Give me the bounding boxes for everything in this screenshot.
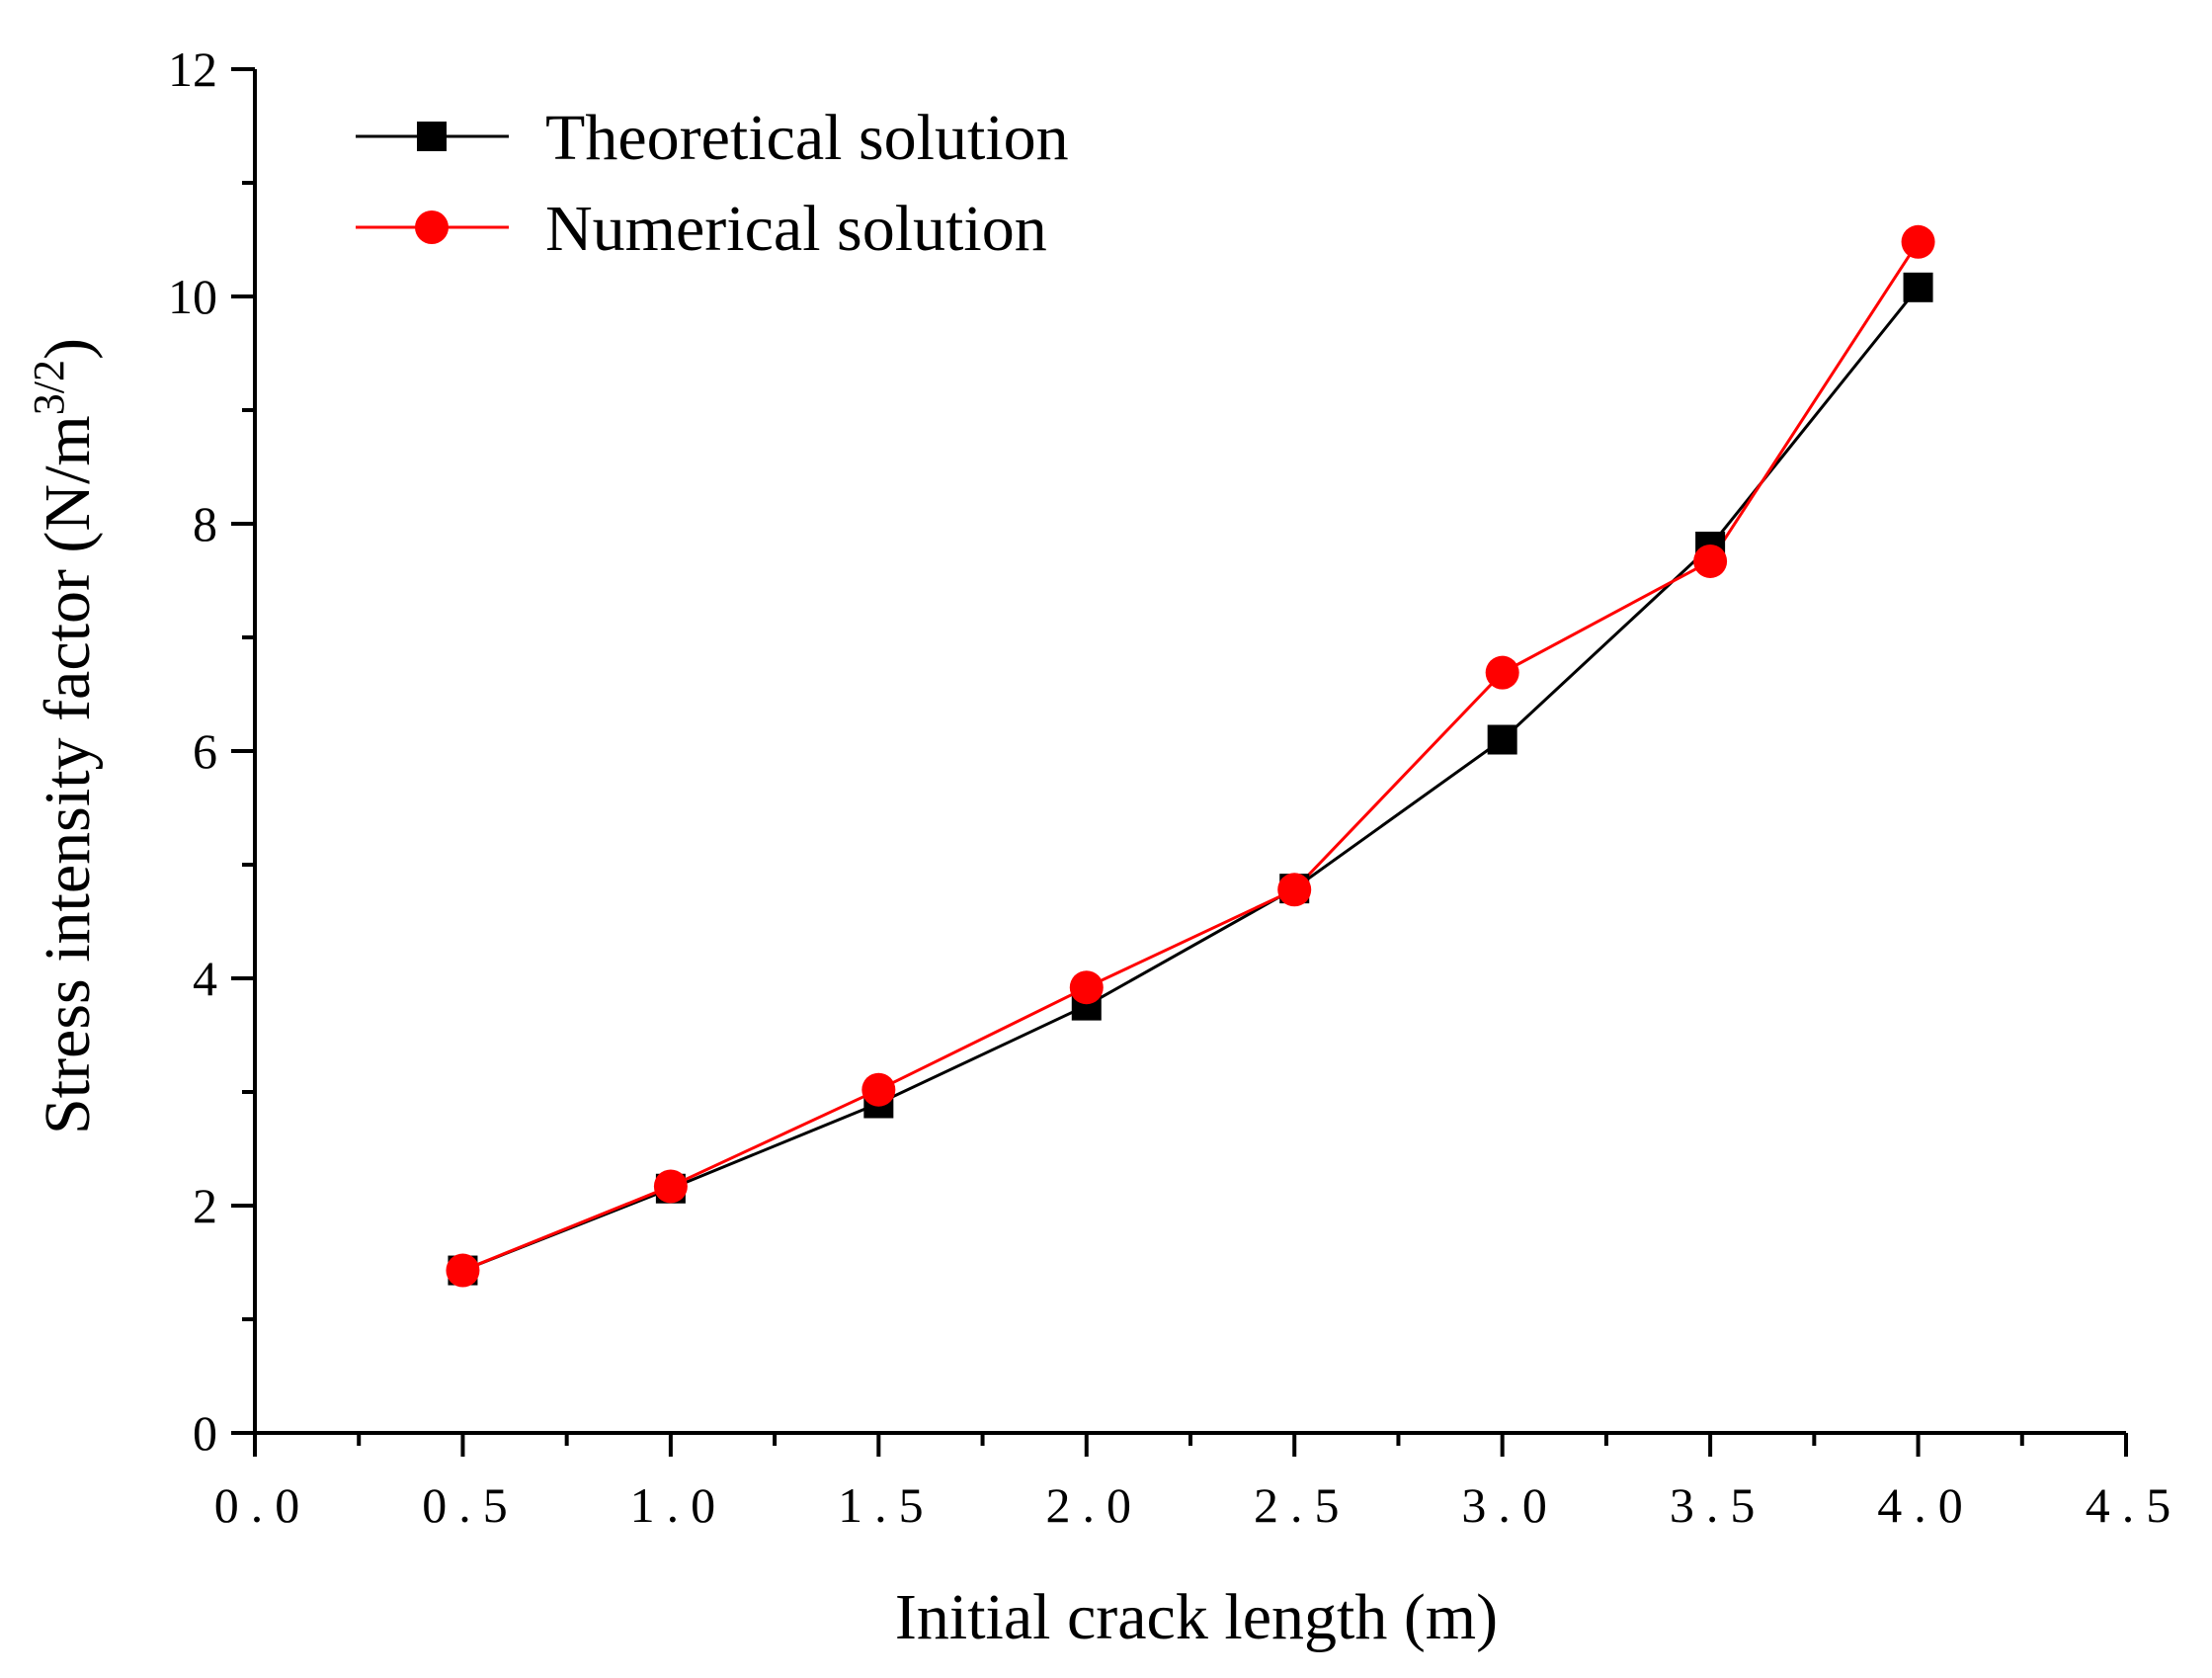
theoretical-point (1487, 724, 1517, 755)
numerical-point (653, 1169, 688, 1204)
legend: Theoretical solution Numerical solution (356, 102, 1069, 265)
y-tick-label: 2 (193, 1178, 217, 1233)
numerical-point (1069, 970, 1104, 1005)
x-tick-label: 0.5 (422, 1477, 520, 1533)
x-tick-label: 4.5 (2086, 1477, 2183, 1533)
numerical-point (1901, 224, 1935, 259)
y-tick-label: 8 (193, 496, 217, 551)
x-tick-label: 0.0 (214, 1477, 312, 1533)
series-line-2 (461, 240, 1920, 1272)
y-tick-label: 6 (193, 723, 217, 779)
y-tick-label: 12 (168, 42, 217, 97)
y-axis-title-superscript: 3/2 (25, 360, 73, 415)
x-tick-label: 4.0 (1877, 1477, 1975, 1533)
numerical-point (446, 1253, 480, 1288)
theoretical-point (1903, 272, 1933, 302)
x-tick-label: 1.5 (838, 1477, 936, 1533)
y-axis-title-main: Stress intensity factor (N/m (32, 415, 104, 1134)
legend-label: Theoretical solution (545, 102, 1069, 174)
y-tick-label: 4 (193, 951, 217, 1006)
x-tick-label: 2.5 (1254, 1477, 1352, 1533)
legend-square-marker (417, 122, 447, 151)
numerical-point (1693, 544, 1728, 578)
y-tick-label: 10 (168, 269, 217, 324)
series-lines (461, 240, 1920, 1272)
series-markers (446, 224, 1935, 1288)
x-tick-label: 3.5 (1670, 1477, 1767, 1533)
y-ticks: 0 2 4 6 8 10 12 (168, 42, 255, 1461)
x-tick-label: 3.0 (1461, 1477, 1559, 1533)
y-axis-title: Stress intensity factor (N/m3/2) (25, 338, 104, 1134)
y-axis-title-close: ) (32, 338, 104, 360)
numerical-point (1485, 655, 1519, 690)
legend-circle-marker (415, 210, 449, 244)
legend-label: Numerical solution (545, 193, 1047, 265)
x-ticks: 0.0 0.5 1.0 1.5 2.0 2.5 3.0 3.5 4.0 4.5 (214, 1433, 2183, 1533)
numerical-point (861, 1072, 896, 1107)
y-tick-label: 0 (193, 1405, 217, 1461)
x-tick-label: 1.0 (630, 1477, 728, 1533)
numerical-point (1277, 873, 1312, 907)
x-tick-label: 2.0 (1046, 1477, 1144, 1533)
x-axis-title: Initial crack length (m) (895, 1581, 1498, 1653)
